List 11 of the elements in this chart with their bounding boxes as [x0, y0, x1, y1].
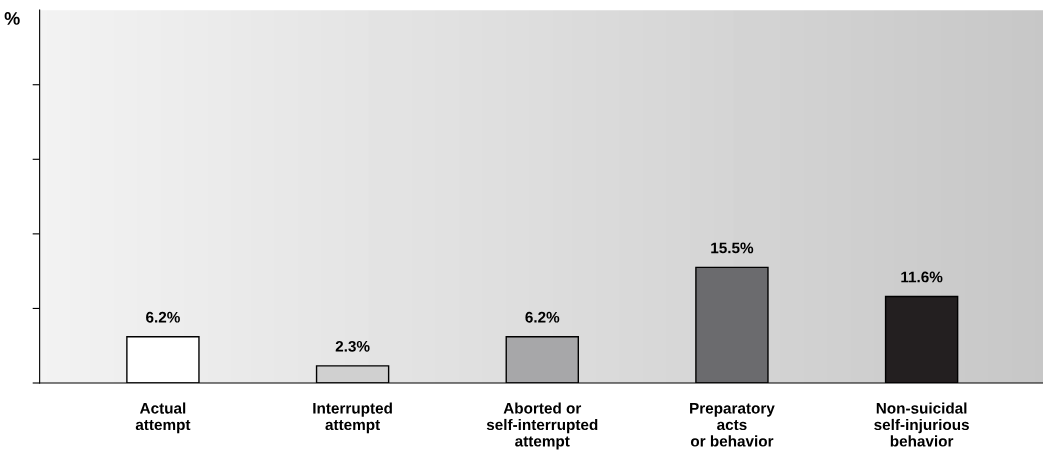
- data-label: 15.5%: [711, 242, 754, 254]
- data-label: 6.2%: [146, 311, 180, 323]
- x-tick-label: Preparatory acts or behavior: [690, 403, 775, 447]
- x-tick-label: Interrupted attempt: [313, 402, 392, 434]
- data-label: 11.6%: [901, 271, 943, 283]
- x-tick-label: Actual attempt: [135, 402, 191, 434]
- x-tick-label: Non-suicidal self-injurious behavior: [874, 402, 969, 447]
- y-axis-title: %: [4, 12, 20, 25]
- data-label: 2.3%: [335, 340, 370, 352]
- data-label: 6.2%: [525, 311, 560, 323]
- x-tick-label: Aborted or self-interrupted attempt: [486, 402, 598, 450]
